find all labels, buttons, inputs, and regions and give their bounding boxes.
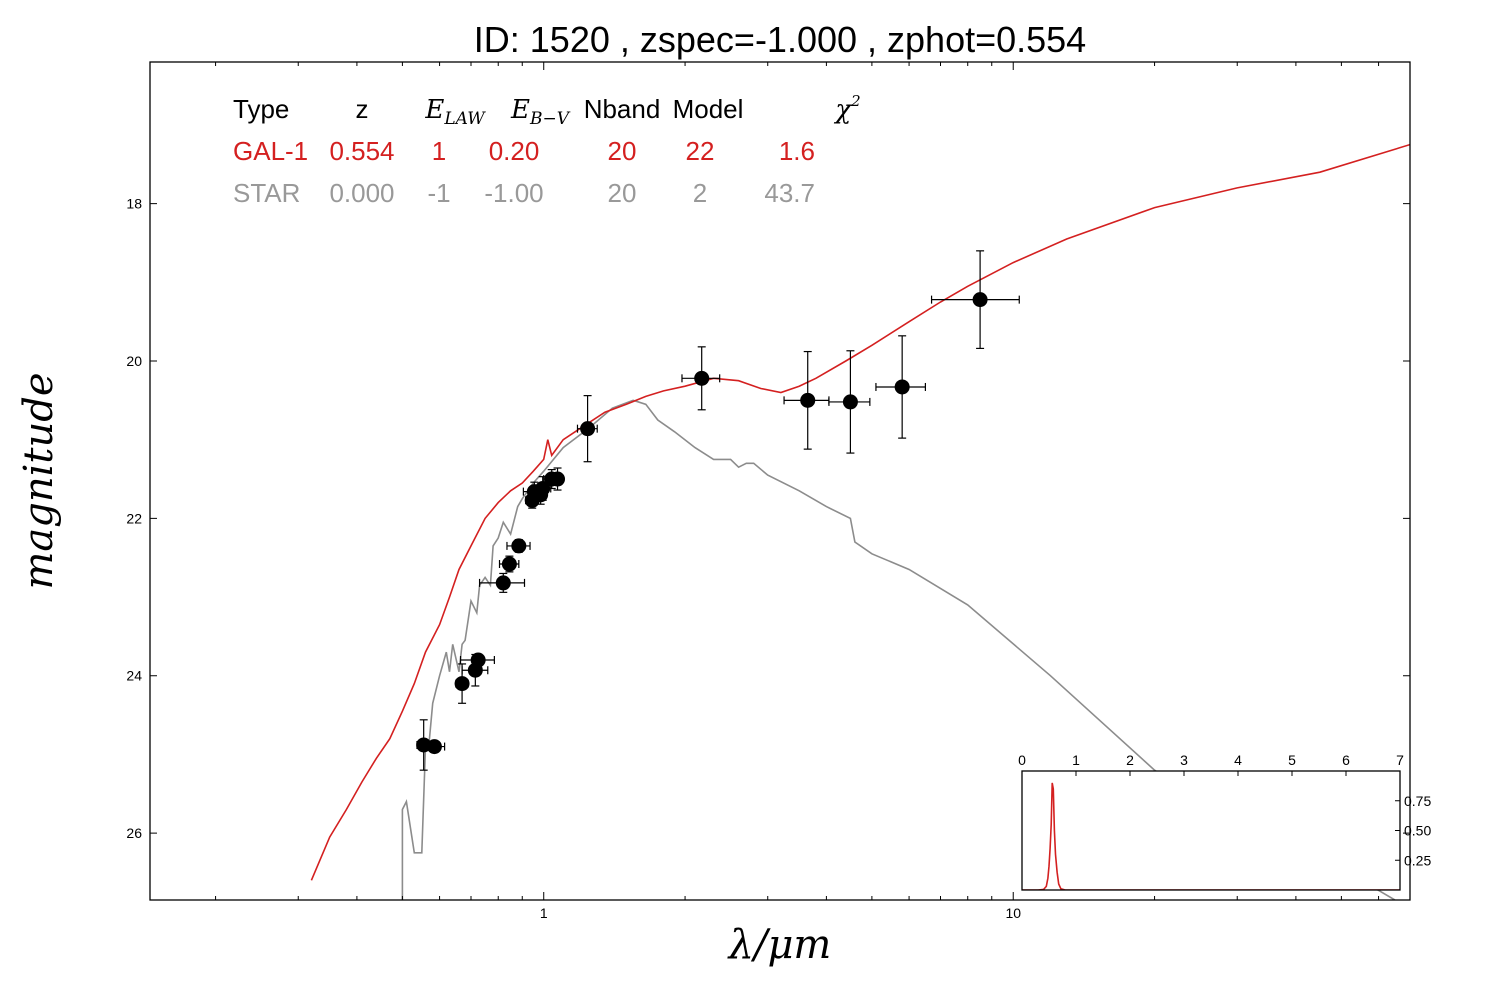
inset-x-tick-label: 3 xyxy=(1180,752,1188,768)
data-point xyxy=(506,538,531,554)
data-marker xyxy=(470,652,486,668)
table-cell-star: 0.000 xyxy=(329,178,394,208)
table-cell-star: -1.00 xyxy=(484,178,543,208)
data-marker xyxy=(894,379,910,395)
y-tick-label: 20 xyxy=(126,353,142,369)
inset-x-tick-label: 0 xyxy=(1018,752,1026,768)
data-marker xyxy=(454,676,470,692)
data-point xyxy=(423,739,446,755)
data-marker xyxy=(535,480,551,496)
inset-background xyxy=(1022,771,1400,890)
data-point xyxy=(576,395,598,463)
table-cell-star: 2 xyxy=(693,178,707,208)
data-marker xyxy=(495,575,511,591)
table-header-chi2: χ2 xyxy=(833,92,860,125)
data-marker xyxy=(972,292,988,308)
table-header-type: Type xyxy=(233,94,289,124)
data-marker xyxy=(511,538,527,554)
data-point xyxy=(783,350,830,450)
data-point xyxy=(930,250,1020,350)
fit-summary-table: Type z ELAW EB−V Nband Model χ2 GAL-1 0.554 1 0.20… xyxy=(233,92,861,208)
inset-x-tick-label: 7 xyxy=(1396,752,1404,768)
data-point xyxy=(459,652,495,668)
inset-y-tick-label: 0.25 xyxy=(1404,852,1431,868)
x-tick-label: 1 xyxy=(540,905,548,921)
y-tick-label: 24 xyxy=(126,668,142,684)
table-cell-galaxy: GAL-1 xyxy=(233,136,308,166)
x-tick-label: 10 xyxy=(1005,905,1021,921)
data-marker xyxy=(550,471,566,487)
photometry-points xyxy=(416,250,1020,771)
data-point xyxy=(681,346,721,411)
inset-pdf-line xyxy=(1022,782,1400,890)
y-tick-label: 26 xyxy=(126,825,142,841)
x-axis-label: λ/μm xyxy=(727,922,832,968)
inset-x-tick-label: 1 xyxy=(1072,752,1080,768)
y-axis-label: magnitude xyxy=(16,372,62,589)
y-tick-label: 22 xyxy=(126,510,142,526)
table-cell-galaxy: 20 xyxy=(608,136,637,166)
data-point xyxy=(828,350,871,454)
table-cell-galaxy: 0.554 xyxy=(329,136,394,166)
table-header-elaw: ELAW xyxy=(424,95,486,129)
inset-x-tick-label: 2 xyxy=(1126,752,1134,768)
redshift-pdf-inset: 0 1 2 3 4 5 6 7 0.25 0.50 0.75 xyxy=(1018,752,1431,891)
data-point xyxy=(875,335,926,439)
table-header-ebv: EB−V xyxy=(510,95,571,129)
table-cell-star: -1 xyxy=(427,178,450,208)
table-header-nband: Nband xyxy=(584,94,661,124)
table-cell-galaxy: 22 xyxy=(686,136,715,166)
inset-x-tick-label: 6 xyxy=(1342,752,1350,768)
data-marker xyxy=(580,421,596,437)
data-marker xyxy=(800,392,816,408)
data-marker xyxy=(694,370,710,386)
inset-x-tick-label: 5 xyxy=(1288,752,1296,768)
table-header-z: z xyxy=(356,94,369,124)
inset-curve xyxy=(1022,782,1400,890)
data-point xyxy=(550,467,566,491)
table-cell-galaxy: 1.6 xyxy=(779,136,815,166)
inset-y-tick-label: 0.75 xyxy=(1404,793,1431,809)
data-point xyxy=(478,572,526,593)
data-point xyxy=(498,555,520,573)
data-marker xyxy=(501,556,517,572)
series-line-gal-1 xyxy=(310,143,1410,881)
series-line-star xyxy=(401,399,1396,900)
chart-title: ID: 1520 , zspec=-1.000 , zphot=0.554 xyxy=(474,19,1086,60)
table-cell-galaxy: 1 xyxy=(432,136,446,166)
main-plot-frame xyxy=(149,61,1411,901)
table-header-model: Model xyxy=(673,94,744,124)
data-marker xyxy=(426,739,442,755)
inset-x-tick-label: 4 xyxy=(1234,752,1242,768)
inset-y-tick-label: 0.50 xyxy=(1404,823,1431,839)
table-cell-star: STAR xyxy=(233,178,300,208)
inset-axis-ticks: 0 1 2 3 4 5 6 7 0.25 0.50 0.75 xyxy=(1018,752,1431,868)
data-marker xyxy=(842,394,858,410)
table-cell-galaxy: 0.20 xyxy=(489,136,540,166)
table-cell-star: 20 xyxy=(608,178,637,208)
y-tick-label: 18 xyxy=(126,196,142,212)
table-cell-star: 43.7 xyxy=(764,178,815,208)
